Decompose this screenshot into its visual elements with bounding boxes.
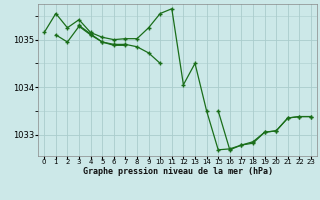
X-axis label: Graphe pression niveau de la mer (hPa): Graphe pression niveau de la mer (hPa) bbox=[83, 167, 273, 176]
